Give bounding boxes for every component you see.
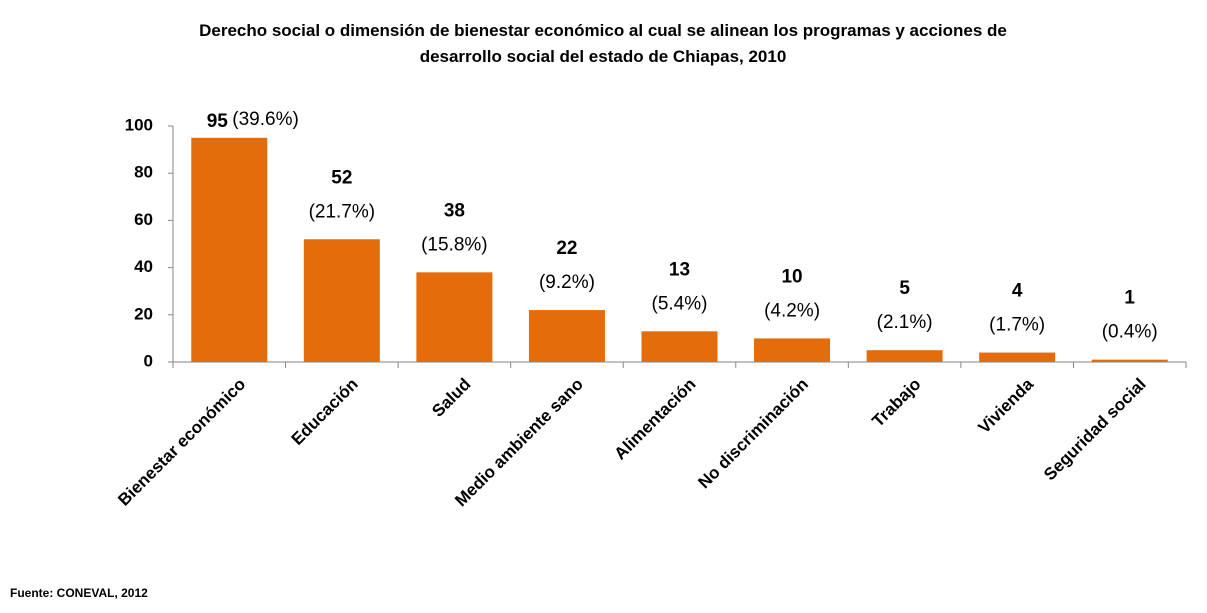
bar [528,310,605,362]
y-tick-label: 0 [144,351,153,370]
y-tick-label: 80 [134,163,153,182]
value-label: 1 [1124,288,1135,309]
x-tick-label: Vivienda [974,374,1037,437]
value-label: 4 [1012,281,1023,302]
source-note: Fuente: CONEVAL, 2012 [10,586,148,600]
value-label: 95 [207,111,229,132]
x-tick-label: Educación [288,375,362,449]
bar [416,272,493,362]
share-label: (2.1%) [877,312,933,333]
y-tick-label: 60 [134,210,153,229]
share-label: (1.7%) [989,315,1045,336]
share-label: (4.2%) [764,300,820,321]
chart-title: Derecho social o dimensión de bienestar … [199,21,1007,66]
x-tick-label: Salud [428,375,474,421]
bar [191,137,268,362]
value-label: 10 [781,266,802,287]
share-label: (5.4%) [652,293,708,314]
x-tick-label: Medio ambiente sano [451,375,587,511]
value-label: 13 [669,259,690,280]
value-label: 38 [444,200,465,221]
bar [866,350,943,362]
x-tick-label: Trabajo [868,375,924,431]
value-label: 52 [331,167,352,188]
value-label: 22 [556,238,577,259]
share-label: (21.7%) [309,201,376,222]
x-tick-label: No discriminación [694,375,812,493]
y-tick-label: 100 [125,115,153,134]
bar [641,331,718,362]
value-label: 5 [899,278,910,299]
x-tick-label: Bienestar económico [114,375,249,510]
bar [979,352,1056,362]
y-tick-label: 20 [134,304,153,323]
bar [1091,359,1168,362]
x-tick-label: Alimentación [611,375,700,464]
share-label: (15.8%) [421,234,488,255]
share-label: (0.4%) [1102,322,1158,343]
x-tick-label: Seguridad social [1040,375,1150,485]
bar [754,338,831,362]
y-tick-label: 40 [134,257,153,276]
share-label: (39.6%) [232,109,299,130]
share-label: (9.2%) [539,272,595,293]
bar [303,239,380,362]
